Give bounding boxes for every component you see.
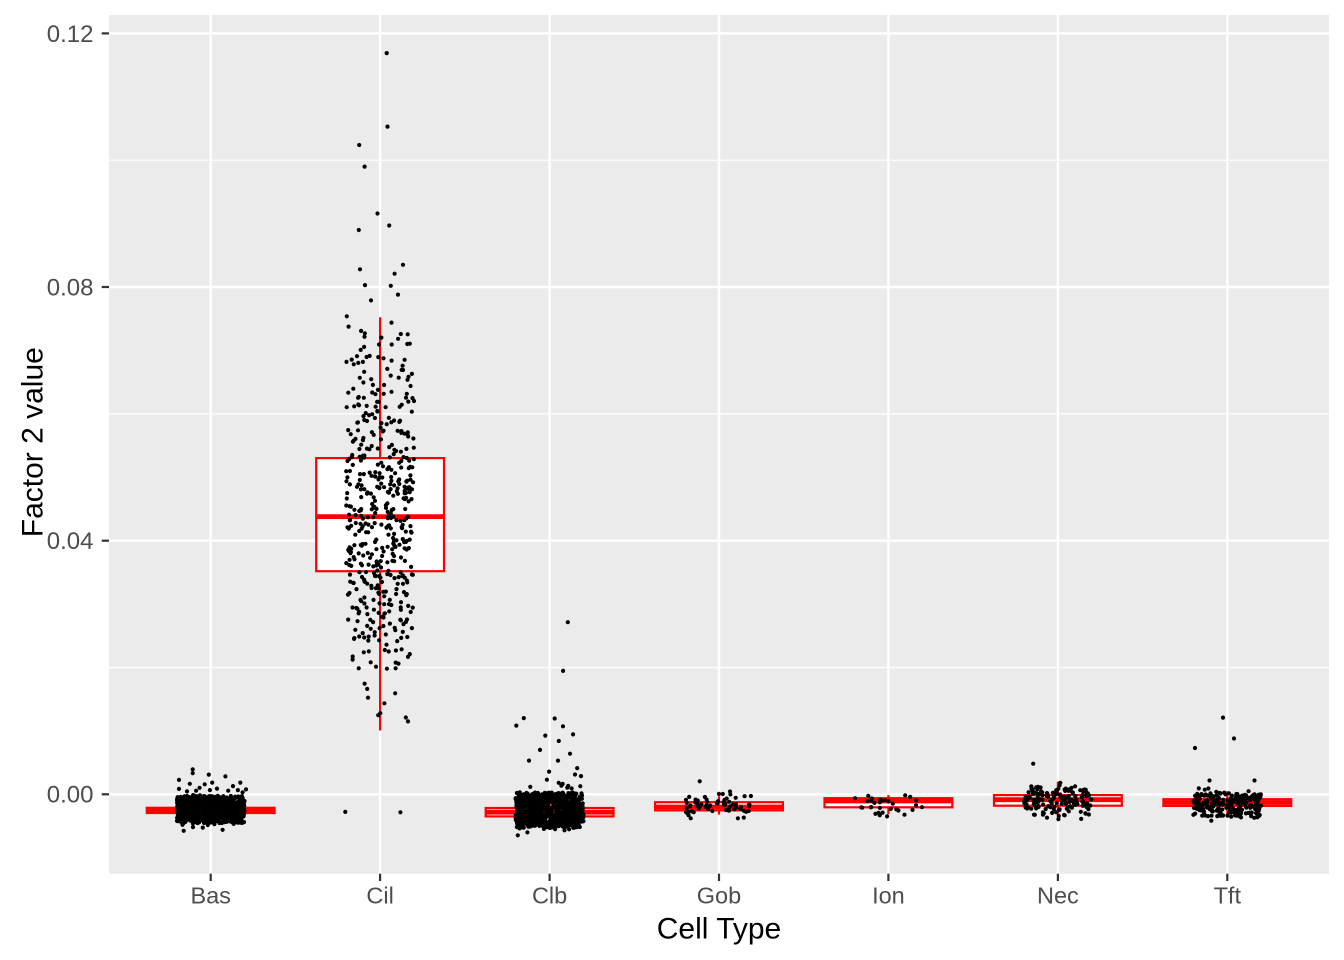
svg-text:Cell Type: Cell Type [657,913,782,946]
svg-text:0.12: 0.12 [47,21,94,48]
svg-text:Bas: Bas [190,882,231,908]
svg-text:0.08: 0.08 [47,274,94,301]
svg-text:Gob: Gob [697,882,741,908]
svg-text:Factor 2 value: Factor 2 value [16,347,49,537]
svg-text:Clb: Clb [532,882,567,908]
svg-text:Nec: Nec [1037,882,1079,908]
svg-text:Tft: Tft [1214,882,1242,908]
svg-text:Cil: Cil [366,882,393,908]
svg-text:Ion: Ion [872,882,905,908]
svg-text:0.04: 0.04 [47,528,94,555]
svg-text:0.00: 0.00 [47,782,94,809]
